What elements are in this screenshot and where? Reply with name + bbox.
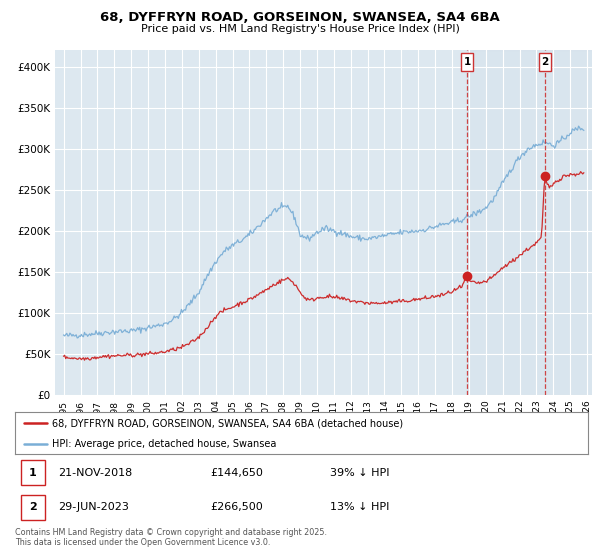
Text: 29-JUN-2023: 29-JUN-2023 — [58, 502, 129, 512]
Text: 13% ↓ HPI: 13% ↓ HPI — [330, 502, 389, 512]
Text: 2: 2 — [541, 57, 548, 67]
Bar — [467, 50, 600, 395]
FancyBboxPatch shape — [539, 53, 551, 71]
Text: £266,500: £266,500 — [210, 502, 263, 512]
FancyBboxPatch shape — [21, 494, 45, 520]
Text: Contains HM Land Registry data © Crown copyright and database right 2025.
This d: Contains HM Land Registry data © Crown c… — [15, 528, 327, 547]
Text: £144,650: £144,650 — [210, 468, 263, 478]
Text: 21-NOV-2018: 21-NOV-2018 — [58, 468, 132, 478]
Text: 68, DYFFRYN ROAD, GORSEINON, SWANSEA, SA4 6BA: 68, DYFFRYN ROAD, GORSEINON, SWANSEA, SA… — [100, 11, 500, 24]
FancyBboxPatch shape — [461, 53, 473, 71]
Text: 68, DYFFRYN ROAD, GORSEINON, SWANSEA, SA4 6BA (detached house): 68, DYFFRYN ROAD, GORSEINON, SWANSEA, SA… — [52, 418, 403, 428]
Text: Price paid vs. HM Land Registry's House Price Index (HPI): Price paid vs. HM Land Registry's House … — [140, 24, 460, 34]
Text: 39% ↓ HPI: 39% ↓ HPI — [330, 468, 389, 478]
Text: HPI: Average price, detached house, Swansea: HPI: Average price, detached house, Swan… — [52, 440, 277, 449]
Text: 2: 2 — [29, 502, 37, 512]
FancyBboxPatch shape — [21, 460, 45, 486]
Text: 1: 1 — [29, 468, 37, 478]
Text: 1: 1 — [463, 57, 470, 67]
